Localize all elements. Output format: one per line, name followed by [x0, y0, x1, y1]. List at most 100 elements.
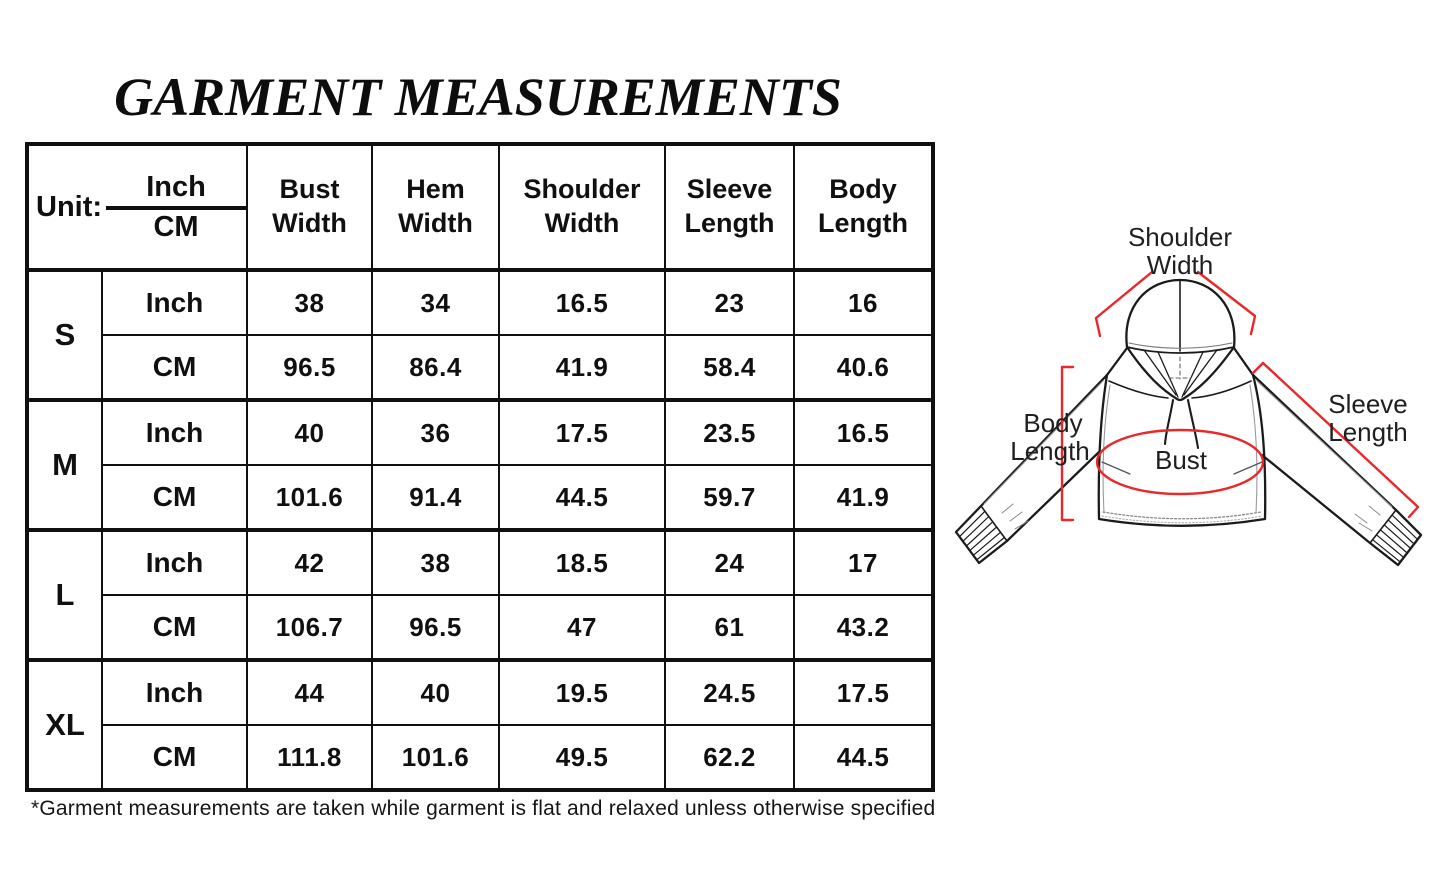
body-length-label-line1: Body [1023, 408, 1082, 438]
bust-label: Bust [1155, 445, 1208, 475]
table-cell: 40.6 [793, 334, 934, 401]
table-header-row: Unit: Inch CM Bust Width Hem Width Shoul… [26, 143, 934, 272]
table-cell: 23.5 [664, 398, 795, 466]
table-cell: 101.6 [246, 464, 373, 531]
hoodie-outline [954, 278, 1423, 567]
right-wrist-seam [1369, 509, 1397, 544]
left-sleeve [954, 373, 1109, 565]
row-unit-label: Inch [101, 398, 248, 466]
hood-opening-inner-line [1128, 342, 1233, 349]
row-unit-label: CM [101, 334, 248, 401]
shoulder-width-bracket-right [1196, 270, 1257, 336]
left-cuff-ribbing [958, 510, 1005, 561]
table-cell: 38 [371, 528, 500, 596]
size-label-m: M [26, 398, 103, 531]
sleeve-length-label-line2: Length [1328, 417, 1408, 447]
table-cell: 42 [246, 528, 373, 596]
table-cell: 91.4 [371, 464, 500, 531]
unit-header-cell: Unit: Inch CM [26, 143, 248, 272]
table-cell: 101.6 [371, 724, 500, 791]
left-wrist-seam [980, 505, 1008, 542]
table-row: CM 106.7 96.5 47 61 43.2 [27, 594, 934, 661]
unit-option-inch: Inch [106, 172, 246, 210]
table-cell: 16.5 [498, 268, 666, 336]
torso [1097, 373, 1267, 527]
drawstrings [1163, 398, 1200, 450]
table-row: CM 96.5 86.4 41.9 58.4 40.6 [27, 334, 934, 401]
row-unit-label: CM [101, 594, 248, 661]
unit-option-cm: CM [153, 210, 199, 243]
row-unit-label: CM [101, 724, 248, 791]
shoulder-width-label-line1: Shoulder [1128, 222, 1232, 252]
column-header-hem-width: Hem Width [371, 143, 500, 272]
unit-options: Inch CM [106, 172, 246, 242]
table-cell: 41.9 [498, 334, 666, 401]
sleeve-top-seams [983, 380, 1393, 508]
unit-wrap: Unit: Inch CM [29, 172, 246, 242]
page-title: GARMENT MEASUREMENTS [114, 67, 842, 127]
size-label-l: L [26, 528, 103, 661]
size-label-s: S [26, 268, 103, 401]
right-sleeve [1251, 373, 1423, 567]
table-cell: 17 [793, 528, 934, 596]
table-row: CM 111.8 101.6 49.5 62.2 44.5 [27, 724, 934, 791]
body-length-label-line2: Length [1010, 436, 1090, 466]
table-cell: 86.4 [371, 334, 500, 401]
row-unit-label: Inch [101, 268, 248, 336]
sleeve-length-label-line1: Sleeve [1328, 389, 1408, 419]
table-cell: 18.5 [498, 528, 666, 596]
table-cell: 44 [246, 658, 373, 726]
table-cell: 40 [371, 658, 500, 726]
table-cell: 17.5 [498, 398, 666, 466]
table-row: CM 101.6 91.4 44.5 59.7 41.9 [27, 464, 934, 531]
table-cell: 34 [371, 268, 500, 336]
table-cell: 16 [793, 268, 934, 336]
size-chart-table: Unit: Inch CM Bust Width Hem Width Shoul… [25, 142, 935, 792]
table-cell: 96.5 [246, 334, 373, 401]
body-length-bracket [1060, 365, 1075, 522]
sleeve-length-bracket [1251, 361, 1420, 519]
table-cell: 49.5 [498, 724, 666, 791]
armpit-wrinkles [1101, 461, 1263, 475]
table-row: S Inch 38 34 16.5 23 16 [26, 268, 934, 401]
hood-lower-edges [1125, 345, 1236, 402]
table-cell: 16.5 [793, 398, 934, 466]
row-unit-label: Inch [101, 528, 248, 596]
table-cell: 58.4 [664, 334, 795, 401]
hem-stitch-line [1102, 511, 1262, 520]
table-cell: 40 [246, 398, 373, 466]
diagram-labels: Shoulder Width Sleeve Length Body Length… [1010, 222, 1408, 475]
table-cell: 44.5 [498, 464, 666, 531]
hem-stitch-line-2 [1101, 515, 1263, 524]
column-header-body-length: Body Length [793, 143, 934, 272]
column-header-shoulder-width: Shoulder Width [498, 143, 666, 272]
column-header-bust-width: Bust Width [246, 143, 373, 272]
table-cell: 47 [498, 594, 666, 661]
table-cell: 43.2 [793, 594, 934, 661]
hood-opening-line [1126, 346, 1235, 354]
table-cell: 59.7 [664, 464, 795, 531]
table-cell: 106.7 [246, 594, 373, 661]
table-cell: 17.5 [793, 658, 934, 726]
measurement-footnote: *Garment measurements are taken while ga… [31, 797, 936, 820]
table-cell: 62.2 [664, 724, 795, 791]
table-cell: 19.5 [498, 658, 666, 726]
table-cell: 23 [664, 268, 795, 336]
unit-label: Unit: [36, 190, 103, 223]
table-cell: 61 [664, 594, 795, 661]
neck-seams [1105, 346, 1255, 377]
table-cell: 111.8 [246, 724, 373, 791]
table-cell: 44.5 [793, 724, 934, 791]
table-row: XL Inch 44 40 19.5 24.5 17.5 [26, 658, 934, 791]
right-cuff-ribbing [1372, 514, 1419, 563]
chest-seams [1108, 380, 1252, 399]
measurement-annotations [1060, 270, 1420, 522]
table-cell: 36 [371, 398, 500, 466]
row-unit-label: CM [101, 464, 248, 531]
shoulder-width-bracket-left [1094, 270, 1154, 338]
table-cell: 38 [246, 268, 373, 336]
column-header-sleeve-length: Sleeve Length [664, 143, 795, 272]
table-cell: 96.5 [371, 594, 500, 661]
table-row: M Inch 40 36 17.5 23.5 16.5 [26, 398, 934, 531]
